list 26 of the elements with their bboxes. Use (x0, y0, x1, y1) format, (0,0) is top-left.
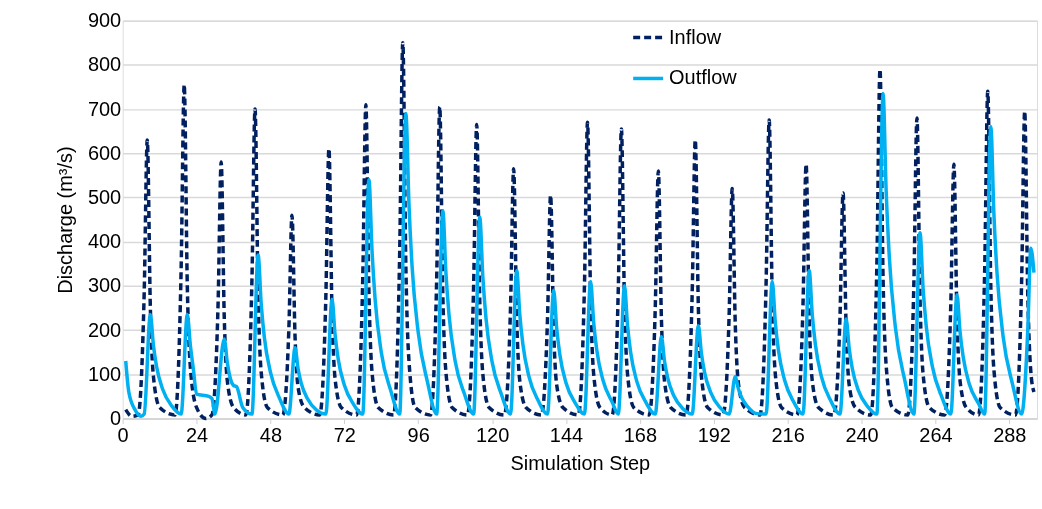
x-tick-label: 264 (919, 423, 953, 446)
x-tick-label: 168 (623, 423, 657, 446)
y-tick-label: 500 (87, 185, 122, 208)
x-tick-label: 192 (697, 423, 731, 446)
y-tick-label: 700 (87, 97, 122, 120)
x-tick-label: 24 (185, 423, 209, 446)
x-tick-label: 240 (845, 423, 879, 446)
x-axis-title: Simulation Step (510, 451, 651, 474)
y-tick-label: 800 (87, 53, 122, 76)
x-tick-label: 144 (549, 423, 584, 446)
x-tick-label: 96 (407, 423, 430, 446)
x-tick-label: 120 (475, 423, 510, 446)
y-tick-label: 0 (110, 406, 122, 429)
x-tick-label: 48 (259, 423, 283, 446)
x-tick-label: 72 (333, 423, 356, 446)
y-tick-label: 300 (87, 274, 122, 297)
y-tick-label: 900 (87, 9, 122, 32)
y-tick-label: 400 (87, 230, 122, 253)
x-tick-label: 216 (771, 423, 805, 446)
x-tick-label: 288 (993, 423, 1027, 446)
legend-label: Outflow (669, 66, 738, 89)
y-tick-label: 200 (87, 318, 122, 341)
legend-label: Inflow (669, 25, 722, 48)
y-axis-title: Discharge (m³/s) (53, 146, 76, 294)
y-tick-label: 600 (87, 141, 122, 164)
y-tick-label: 100 (87, 362, 122, 385)
